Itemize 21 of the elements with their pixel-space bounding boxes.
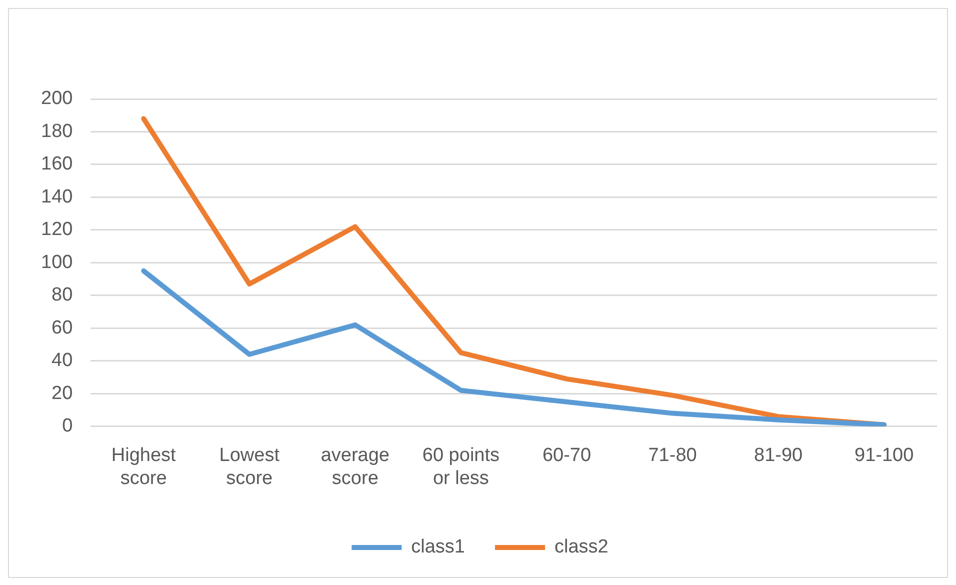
y-tick-label: 80 [52,284,73,306]
y-tick-label: 100 [41,252,73,273]
x-tick-label: 81-90 [754,445,803,466]
x-tick-label: average score [320,445,390,489]
x-tick-label: 60-70 [542,445,592,466]
y-tick-label: 20 [52,382,73,404]
x-tick-label: 71-80 [648,445,697,466]
y-tick-label: 60 [52,317,73,338]
y-tick-label: 120 [41,219,73,240]
y-tick-label: 140 [41,186,73,208]
y-tick-label: 180 [41,120,73,142]
y-tick-label: 200 [41,88,73,110]
legend-label: class2 [554,536,608,558]
y-tick-label: 160 [41,154,73,175]
y-tick-label: 40 [52,350,73,372]
legend-label: class1 [411,536,466,558]
y-tick-label: 0 [62,416,73,437]
x-tick-label: 91-100 [854,445,914,466]
x-tick-label: Highest score [111,445,177,489]
x-tick-label: 60 points or less [422,445,500,489]
x-tick-label: Lowest score [219,445,280,489]
